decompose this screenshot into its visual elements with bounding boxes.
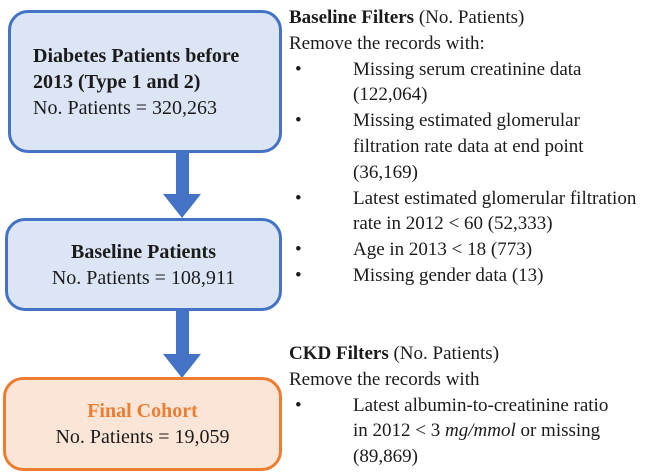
box-title: Final Cohort (87, 400, 198, 422)
bullet-icon: • (295, 187, 302, 209)
bullet-icon: • (295, 110, 302, 132)
box-patient-count: No. Patients = 320,263 (33, 96, 218, 119)
filter-bullet-list: • Missing serum creatinine data (122,064) •… (289, 57, 667, 289)
section-title-rest: (No. Patients) (388, 343, 500, 364)
bullet-icon: • (295, 239, 302, 261)
baseline-filters-section: Baseline Filters (No. Patients) Remove t… (289, 5, 667, 289)
section-title-rest: (No. Patients) (414, 7, 525, 28)
bullet-text: Latest estimated glomerular filtration ra… (353, 187, 637, 235)
bullet-text: Missing serum creatinine data (122,064) (353, 58, 582, 106)
section-title-bold: CKD Filters (289, 343, 389, 364)
section-title-bold: Baseline Filters (289, 7, 415, 28)
section-subtitle: Remove the records with: (289, 32, 485, 54)
section-title: CKD Filters (No. Patients) (289, 341, 667, 367)
bullet-text: Latest albumin-to-creatinine ratio in 201… (353, 394, 609, 468)
bullet-text: Age in 2013 < 18 (773) (353, 239, 533, 261)
down-arrow-head-icon (163, 354, 201, 378)
down-arrow-icon (176, 310, 189, 354)
bullet-text: Missing estimated glomerular filtration r… (353, 110, 584, 183)
ckd-filters-section: CKD Filters (No. Patients) Remove the re… (289, 341, 667, 470)
filter-bullet-item: • Missing serum creatinine data (122,064) (289, 57, 667, 109)
bullet-text: Missing gender data (13) (353, 264, 544, 286)
down-arrow-head-icon (163, 194, 201, 218)
box-patient-count: No. Patients = 108,911 (51, 266, 236, 289)
filter-bullet-item: • Missing estimated glomerular filtration … (289, 108, 667, 185)
filter-bullet-item: • Latest albumin-to-creatinine ratio in 20… (289, 393, 667, 470)
filter-bullet-item: • Missing gender data (13) (289, 263, 667, 289)
box-title: Baseline Patients (71, 240, 216, 263)
flow-box-diabetes-patients: Diabetes Patients before 2013 (Type 1 and… (8, 10, 282, 153)
box-title: Diabetes Patients before 2013 (Type 1 and… (33, 44, 240, 93)
bullet-icon: • (295, 264, 302, 286)
section-title: Baseline Filters (No. Patients) (289, 5, 667, 31)
bullet-icon: • (295, 394, 302, 416)
filter-bullet-list: • Latest albumin-to-creatinine ratio in 20… (289, 393, 667, 470)
flow-box-baseline-patients: Baseline Patients No. Patients = 108,911 (5, 218, 282, 311)
bullet-icon: • (295, 58, 302, 80)
flow-box-final-cohort: Final Cohort No. Patients = 19,059 (3, 377, 282, 471)
down-arrow-icon (176, 151, 189, 194)
filter-bullet-item: • Age in 2013 < 18 (773) (289, 237, 667, 263)
section-subtitle: Remove the records with (289, 368, 480, 390)
box-patient-count: No. Patients = 19,059 (55, 426, 230, 448)
filter-bullet-item: • Latest estimated glomerular filtration r… (289, 186, 667, 238)
